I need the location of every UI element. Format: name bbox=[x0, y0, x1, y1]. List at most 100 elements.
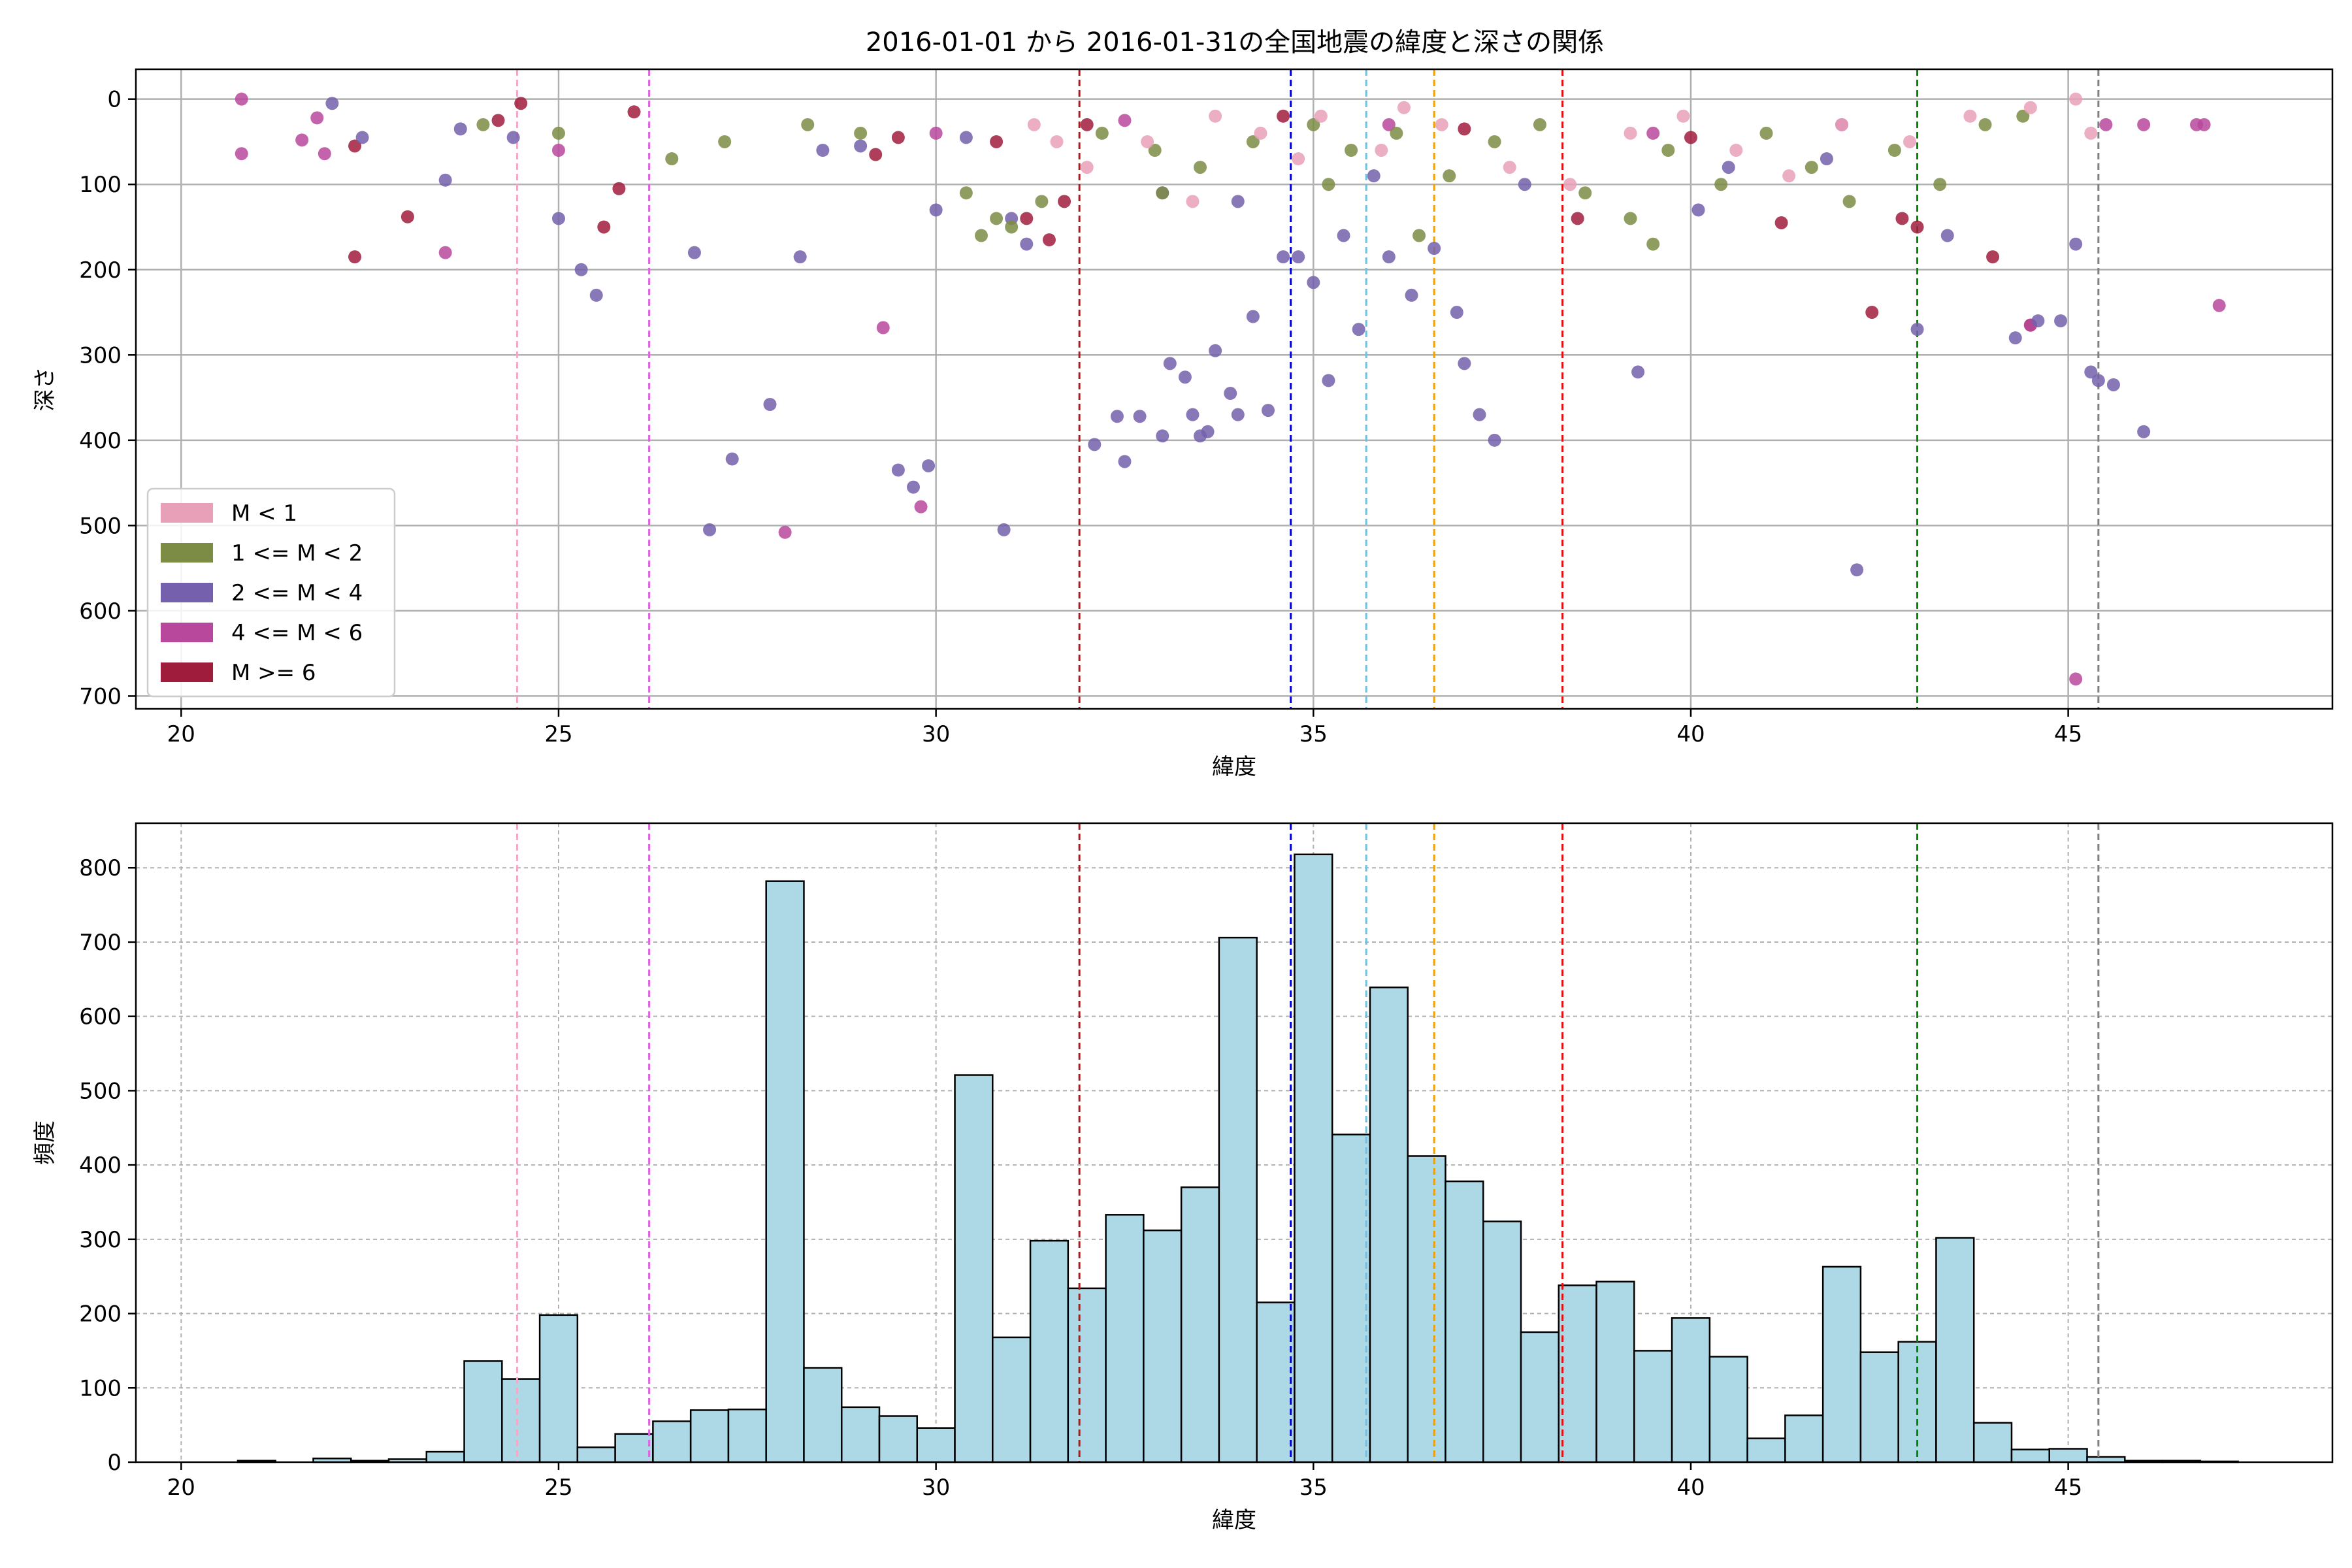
scatter-point bbox=[1231, 195, 1245, 208]
scatter-point bbox=[922, 459, 936, 472]
histogram-bar bbox=[1935, 1237, 1975, 1463]
scatter-point bbox=[355, 131, 369, 144]
scatter-y-tick-label: 500 bbox=[79, 513, 122, 539]
scatter-point bbox=[891, 131, 905, 144]
scatter-point bbox=[2031, 314, 2045, 328]
scatter-point bbox=[1986, 250, 2000, 264]
scatter-point bbox=[2054, 314, 2068, 328]
scatter-point bbox=[1910, 220, 1924, 234]
scatter-point bbox=[400, 210, 414, 223]
scatter-point bbox=[2106, 378, 2120, 391]
histogram-bar bbox=[1482, 1220, 1522, 1463]
scatter-point bbox=[1322, 178, 1335, 191]
scatter-point bbox=[1835, 118, 1849, 131]
scatter-point bbox=[1435, 118, 1448, 131]
scatter-point bbox=[1518, 178, 1531, 191]
scatter-point bbox=[1080, 118, 1094, 131]
histogram-bar bbox=[1218, 936, 1258, 1463]
histogram-bar bbox=[1671, 1317, 1711, 1463]
histogram-bar bbox=[1708, 1356, 1748, 1463]
scatter-point bbox=[1850, 563, 1864, 577]
scatter-point bbox=[1382, 118, 1396, 131]
histogram-y-tick-label: 700 bbox=[79, 930, 122, 956]
scatter-y-tick-label: 300 bbox=[79, 342, 122, 368]
scatter-y-tick-label: 0 bbox=[107, 87, 122, 113]
scatter-point bbox=[929, 203, 943, 217]
scatter-point bbox=[1209, 109, 1222, 123]
histogram-reference-lines bbox=[515, 823, 2100, 1462]
scatter-point bbox=[778, 525, 792, 539]
scatter-point bbox=[1141, 135, 1154, 148]
histogram-bars bbox=[237, 853, 2239, 1463]
scatter-x-axis-label: 緯度 bbox=[1212, 754, 1256, 780]
scatter-point bbox=[2197, 118, 2211, 131]
legend-swatch bbox=[161, 503, 213, 523]
scatter-point bbox=[235, 147, 248, 161]
scatter-point bbox=[687, 246, 701, 259]
scatter-panel: 20 25 30 35 40 45 0 100 200 300 400 500 600 700 緯度 深… bbox=[32, 68, 2334, 780]
histogram-y-tick-label: 100 bbox=[79, 1375, 122, 1401]
legend-swatch bbox=[161, 623, 213, 642]
histogram-bar bbox=[1143, 1229, 1183, 1463]
scatter-point bbox=[1254, 126, 1267, 140]
scatter-series bbox=[325, 97, 2151, 577]
scatter-point bbox=[816, 144, 830, 157]
scatter-point bbox=[1020, 212, 1034, 225]
scatter-point bbox=[906, 480, 920, 494]
scatter-series bbox=[235, 92, 2226, 686]
histogram-panel: 20 25 30 35 40 45 0 100 200 300 400 500 600 700 800 緯… bbox=[32, 822, 2334, 1533]
scatter-point bbox=[1488, 135, 1501, 148]
histogram-bar bbox=[576, 1446, 616, 1463]
histogram-bar bbox=[501, 1378, 541, 1463]
scatter-point bbox=[506, 131, 520, 144]
scatter-y-axis-label: 深さ bbox=[32, 367, 58, 412]
scatter-point bbox=[801, 118, 815, 131]
legend-label: M < 1 bbox=[231, 500, 297, 527]
histogram-x-tick-label: 35 bbox=[1299, 1475, 1328, 1501]
scatter-point bbox=[491, 114, 505, 127]
histogram-bar bbox=[992, 1336, 1032, 1463]
scatter-point bbox=[1058, 195, 1071, 208]
histogram-axes-frame bbox=[135, 822, 2334, 1463]
scatter-point bbox=[1118, 455, 1132, 468]
scatter-point bbox=[1337, 229, 1350, 242]
histogram-bar bbox=[1180, 1186, 1220, 1463]
scatter-point bbox=[310, 111, 324, 125]
scatter-point bbox=[514, 97, 528, 110]
histogram-bar bbox=[840, 1406, 881, 1463]
histogram-bar bbox=[689, 1409, 730, 1463]
histogram-bar bbox=[2048, 1448, 2088, 1463]
scatter-point bbox=[1722, 161, 1735, 174]
histogram-bar bbox=[1633, 1350, 1673, 1463]
legend-swatch bbox=[161, 583, 213, 602]
legend-label: M >= 6 bbox=[231, 660, 316, 686]
histogram-bar bbox=[1972, 1422, 2013, 1463]
scatter-point bbox=[1277, 250, 1290, 264]
legend-label: 4 <= M < 6 bbox=[231, 620, 363, 646]
scatter-point bbox=[1887, 144, 1901, 157]
scatter-point bbox=[1684, 131, 1697, 144]
histogram-y-axis-label: 頻度 bbox=[32, 1120, 58, 1165]
histogram-y-tick-label: 0 bbox=[107, 1450, 122, 1476]
scatter-point bbox=[1631, 365, 1645, 379]
scatter-point bbox=[1413, 229, 1426, 242]
scatter-point bbox=[2099, 118, 2113, 131]
scatter-point bbox=[2016, 109, 2030, 123]
scatter-point bbox=[1910, 323, 1924, 336]
scatter-point bbox=[1133, 410, 1147, 423]
scatter-point bbox=[869, 148, 883, 161]
histogram-bar bbox=[878, 1415, 919, 1463]
scatter-point bbox=[1895, 212, 1909, 225]
scatter-point bbox=[1933, 178, 1947, 191]
scatter-point bbox=[2069, 92, 2083, 106]
histogram-bar bbox=[425, 1450, 465, 1463]
scatter-point bbox=[1027, 118, 1041, 131]
scatter-point bbox=[1345, 144, 1358, 157]
scatter-point bbox=[725, 452, 739, 466]
histogram-bar bbox=[1407, 1155, 1446, 1463]
scatter-point bbox=[2008, 331, 2022, 345]
histogram-x-tick-label: 20 bbox=[167, 1475, 195, 1501]
histogram-bar bbox=[1331, 1134, 1371, 1463]
scatter-point bbox=[1820, 152, 1833, 166]
